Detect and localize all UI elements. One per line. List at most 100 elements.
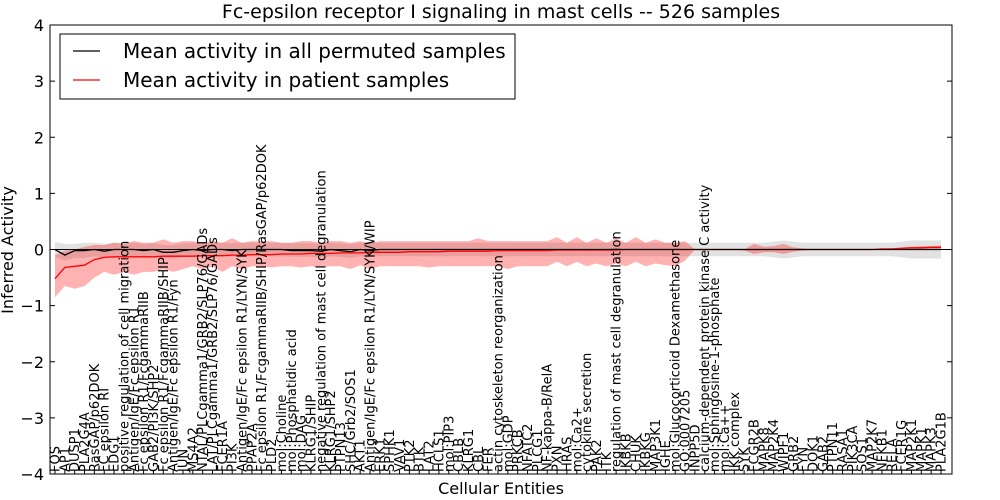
y-tick-label: −3 (20, 409, 44, 428)
x-tick-label: PTPN13 (334, 422, 349, 472)
y-tick-label: 3 (34, 72, 44, 91)
x-tick-label: mol:Ca2+ (570, 407, 585, 472)
x-tick-label: mol:Ca++ (718, 405, 733, 472)
x-tick-label: SHC/Grb2/SOS1 (344, 369, 359, 472)
x-tick-label: Antigen/IgE/Fc epsilon R1/Fyn (167, 279, 182, 472)
x-tick-label: mol:Phosphatidic acid (285, 329, 300, 472)
x-tick-label: Fc epsilon R1/FcgammaRIIB/SHIP/RasGAP/p6… (255, 144, 270, 472)
x-tick-label: FER (482, 447, 497, 472)
x-tick-label: MAP2K1 (905, 419, 920, 472)
x-tick-label: IKK complex (728, 392, 743, 472)
x-tick-label: NFKB1 (875, 429, 890, 472)
legend-box (59, 33, 516, 100)
x-tick-label: FCER1G (895, 420, 910, 472)
x-tick-label: mol:Sphingosine-1-phosphate (708, 278, 723, 472)
x-tick-label: VAV1 (393, 439, 408, 472)
y-tick-label: 0 (34, 241, 44, 260)
x-tick-label: CBLB (452, 438, 467, 472)
x-tick-label: PLCG1 (531, 429, 546, 472)
x-tick-label: PRKCB (511, 429, 526, 472)
y-tick-label: 1 (34, 184, 44, 203)
y-tick-label: 2 (34, 128, 44, 147)
x-tick-label: MS4A2 (186, 427, 201, 472)
x-tick-label: PXN (551, 446, 566, 472)
x-tick-label: AKT1 (354, 439, 369, 472)
x-tick-label: IKBKB (620, 433, 635, 472)
x-tick-label: Antigen/IgE/Fc epsilon R1/LYN/SYK/WIP (364, 220, 379, 472)
x-tick-label: NFATC2 (521, 424, 536, 472)
x-tick-label: DOK1 (807, 435, 822, 472)
x-axis-label: Cellular Entities (438, 479, 564, 498)
x-tick-label: PLA2G4A (78, 412, 93, 472)
chart-title: Fc-epsilon receptor I signaling in mast … (222, 1, 780, 23)
x-tick-label: MAPK1 (915, 427, 930, 472)
x-tick-label: SYK (738, 447, 753, 472)
x-tick-label: MAP2K7 (866, 419, 881, 472)
x-tick-label: NTAL/PLCgamma1/GRB2/SLP76/GADs (196, 228, 211, 472)
x-tick-label: PTPN11 (826, 422, 841, 472)
x-tick-label: positive regulation of cell migration (117, 241, 132, 472)
x-tick-label: KLRG1/SHIP (305, 395, 320, 472)
y-tick-label: −2 (20, 353, 44, 372)
x-tick-label: mol:Choline (275, 395, 290, 472)
x-tick-label: mol:DAG (295, 415, 310, 472)
y-tick-label: −4 (20, 465, 44, 484)
x-tick-label: BTK (413, 446, 428, 472)
x-tick-label: GO:0007205 (679, 390, 694, 472)
legend: Mean activity in all permuted samples Me… (59, 33, 516, 100)
x-tick-label: WIPF1 (777, 432, 792, 472)
x-tick-label: LAT/PLCgamma1/GRB2/SLP76/GADs (206, 237, 221, 472)
x-tick-label: KLRG1/SHP2 (324, 390, 339, 472)
y-tick-label: −1 (20, 297, 44, 316)
x-tick-label: PLD2 (265, 439, 280, 472)
patient-band (55, 237, 941, 298)
x-tick-label: Fc epsilon R1/FcgammaRIIB (137, 291, 152, 472)
y-axis-label: Inferred Activity (0, 186, 17, 314)
x-tick-label: FYN (797, 447, 812, 472)
x-tick-label: MAPK8 (757, 427, 772, 472)
x-tick-label: RELA (885, 438, 900, 472)
x-tick-label: DUSP1 (68, 428, 83, 472)
x-tick-label: CHUK (629, 435, 644, 472)
x-tick-label: CBL (472, 446, 487, 472)
y-axis-ticks: 4 3 2 1 0 −1 −2 −3 −4 (20, 16, 952, 484)
x-tick-label: IKBKG (639, 432, 654, 472)
x-tick-label: NF-kappa-B/RelA (541, 364, 556, 472)
x-tick-label: KLRG1 (462, 429, 477, 472)
x-tick-label: MAP2K4 (767, 419, 782, 472)
x-tick-label: GRB2 (787, 436, 802, 472)
x-tick-label: PI3K (226, 443, 241, 472)
x-tick-label: FCER1A (216, 421, 231, 472)
x-tick-label: PAK2 (590, 439, 605, 472)
x-tick-label: actin cytoskeleton reorganization (492, 255, 507, 472)
x-tick-label: GAB2 (816, 436, 831, 472)
x-tick-label: SPHK1 (383, 429, 398, 472)
x-tick-label: regulation of mast cell degranulation (610, 231, 625, 472)
x-tick-label: AP1 (58, 447, 73, 472)
x-tick-label: EDG1 (108, 435, 123, 472)
x-tick-label: JUN (177, 449, 192, 473)
x-tick-label: LAT2 (423, 440, 438, 472)
x-tick-label: PIK3CA (846, 425, 861, 472)
x-tick-label: calcium-dependent protein kinase C activ… (698, 184, 713, 472)
x-tick-label: mol:PIP3 (442, 416, 457, 472)
legend-label-patient: Mean activity in patient samples (123, 68, 449, 92)
x-tick-label: cytokine secretion (580, 353, 595, 472)
x-tick-label: negative regulation of mast cell degranu… (314, 170, 329, 472)
x-tick-label: Fc epsilon R1/FcgammaRIIB/SHIP (157, 257, 172, 472)
x-tick-label: MAP3K1 (649, 419, 664, 472)
x-tick-label: MAPK3 (925, 427, 940, 472)
x-tick-label: IGHE (659, 440, 674, 472)
x-tick-label: GAB2/PI3K/SHP2 (147, 364, 162, 472)
x-tick-label: mol:GDP (501, 415, 516, 472)
x-tick-label: FCGR2B (748, 419, 763, 472)
x-tick-label: Antigen/IgE/Fc epsilon R1/LYN/SYK (236, 249, 251, 472)
y-tick-label: 4 (34, 16, 44, 35)
x-tick-label: PPAP2A (245, 423, 260, 472)
x-tick-label: PTK2 (403, 439, 418, 472)
x-tick-label: ERK1 (373, 438, 388, 472)
x-tick-label: INPP5D (688, 424, 703, 472)
x-tick-label: RasGAP/p62DOK (88, 363, 103, 472)
